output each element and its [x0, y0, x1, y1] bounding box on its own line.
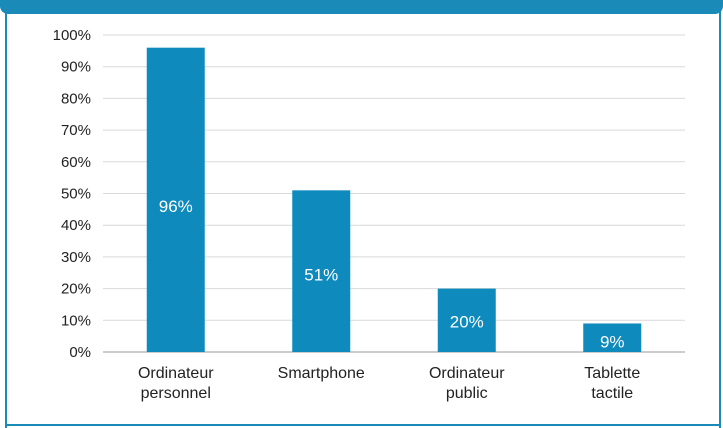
data-label: 96% — [159, 197, 193, 216]
bar — [437, 288, 496, 352]
y-tick-label: 0% — [69, 344, 91, 361]
frame-bottom-border — [5, 424, 721, 426]
bar — [292, 190, 351, 352]
x-category-label: personnel — [141, 385, 211, 402]
frame-top-border — [0, 0, 723, 14]
y-tick-label: 50% — [61, 186, 91, 203]
y-tick-label: 20% — [61, 281, 91, 298]
x-category-label: tactile — [591, 385, 633, 402]
y-tick-label: 80% — [61, 90, 91, 107]
y-tick-label: 40% — [61, 217, 91, 234]
y-tick-label: 100% — [53, 27, 91, 44]
frame-left-border — [5, 8, 7, 428]
data-label: 20% — [450, 313, 484, 332]
bar — [583, 323, 642, 352]
bar — [146, 47, 205, 353]
y-tick-label: 60% — [61, 154, 91, 171]
y-tick-label: 70% — [61, 122, 91, 139]
y-tick-label: 90% — [61, 59, 91, 76]
x-category-label: Ordinateur — [138, 365, 214, 382]
frame-right-border — [719, 8, 721, 428]
data-label: 9% — [600, 333, 625, 352]
x-category-label: Ordinateur — [429, 365, 505, 382]
x-category-label: Smartphone — [278, 365, 365, 382]
x-category-label: public — [446, 385, 488, 402]
data-label: 51% — [304, 265, 338, 284]
y-tick-label: 30% — [61, 249, 91, 266]
y-tick-label: 10% — [61, 312, 91, 329]
x-category-label: Tablette — [584, 365, 640, 382]
